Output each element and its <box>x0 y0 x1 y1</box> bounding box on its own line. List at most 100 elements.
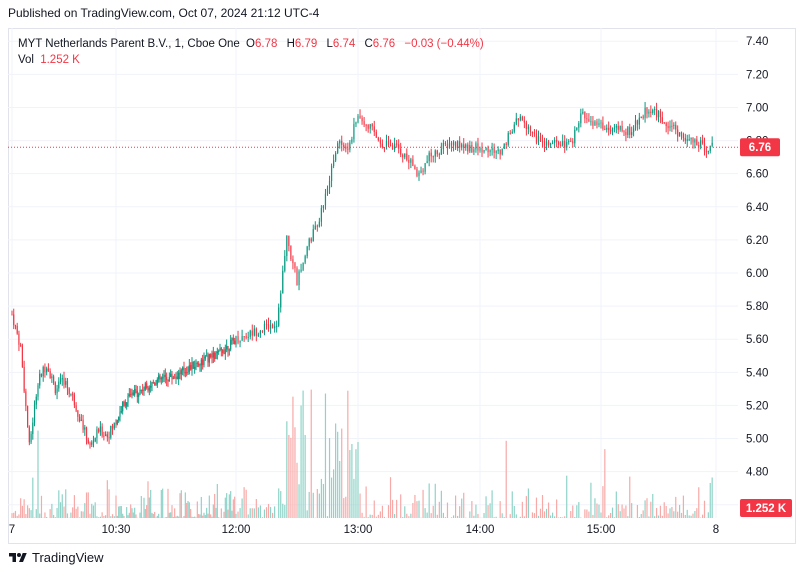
candle-body <box>151 382 153 386</box>
candle-body <box>509 133 511 135</box>
candle-body <box>40 373 43 377</box>
candle-body <box>202 359 204 366</box>
candle-body <box>359 115 361 118</box>
volume-bar <box>440 490 442 518</box>
candle-body <box>416 169 418 176</box>
price-tick-label: 5.00 <box>746 434 768 446</box>
candle-body <box>288 235 290 247</box>
candle-body <box>627 127 629 136</box>
candle-body <box>692 138 694 143</box>
volume-bar <box>450 517 453 518</box>
volume-bar <box>545 508 548 518</box>
candle-body <box>604 128 606 130</box>
volume-bar <box>519 516 521 518</box>
volume-bar <box>483 513 485 518</box>
volume-bar <box>436 514 438 518</box>
candle-body <box>485 147 487 150</box>
candle-body <box>21 345 23 367</box>
candle-body <box>426 161 428 164</box>
candle-body <box>700 140 702 147</box>
volume-bar <box>87 492 89 518</box>
volume-bar <box>167 488 169 518</box>
candle-body <box>634 120 637 129</box>
candle-body <box>326 188 329 194</box>
volume-bar <box>226 493 228 518</box>
volume-bar <box>166 517 168 518</box>
volume-bar <box>566 475 568 518</box>
volume-bar <box>200 496 202 518</box>
candle-body <box>170 373 172 377</box>
volume-bar <box>501 513 503 518</box>
volume-bar <box>389 477 392 518</box>
volume-bar <box>707 512 709 518</box>
candle-body <box>519 116 521 121</box>
candle-body <box>357 115 359 123</box>
price-tick-label: 7.00 <box>746 102 768 114</box>
candle-body <box>611 128 614 132</box>
volume-bar <box>503 517 505 518</box>
candle-body <box>400 148 402 155</box>
volume-bar <box>21 505 23 518</box>
candle-body <box>274 326 276 329</box>
candle-body <box>665 123 667 127</box>
volume-bar <box>684 514 686 518</box>
candle-body <box>210 354 212 357</box>
candle-body <box>385 141 388 148</box>
volume-bar <box>400 494 402 518</box>
volume-bar <box>211 516 213 518</box>
candle-body <box>261 330 264 332</box>
volume-bar <box>118 506 120 518</box>
volume-bar <box>418 500 420 518</box>
tradingview-logo[interactable]: TradingView <box>8 550 104 565</box>
candle-body <box>172 377 174 379</box>
volume-bar <box>198 514 200 518</box>
volume-bar <box>615 491 617 518</box>
candle-body <box>535 133 538 143</box>
volume-bar <box>432 505 434 518</box>
volume-bar <box>316 488 318 518</box>
volume-bar <box>631 503 633 518</box>
candle-body <box>667 126 669 129</box>
volume-bar <box>228 494 230 518</box>
candle-body <box>493 148 495 153</box>
time-tick-label: 13:00 <box>344 524 373 536</box>
volume-bar <box>543 511 546 518</box>
candle-body <box>465 144 467 148</box>
candle-body <box>175 376 177 379</box>
volume-bar <box>152 513 154 518</box>
volume-bar <box>625 505 627 518</box>
candle-body <box>444 143 447 145</box>
volume-bar <box>459 506 461 518</box>
volume-bar <box>99 516 101 518</box>
volume-bar <box>527 488 529 518</box>
candle-body <box>657 111 660 118</box>
candle-body <box>131 392 133 395</box>
volume-bar <box>606 517 608 518</box>
candle-body <box>118 417 120 421</box>
volume-bar <box>186 502 188 518</box>
volume-bar <box>690 515 692 518</box>
candle-body <box>159 375 161 380</box>
candle-body <box>588 119 590 122</box>
candle-body <box>497 149 499 152</box>
candle-body <box>267 324 270 329</box>
tradingview-logo-icon <box>9 552 27 562</box>
volume-bar <box>175 516 177 518</box>
candle-body <box>529 126 532 133</box>
volume-bar <box>16 515 18 518</box>
candle-body <box>68 388 70 394</box>
volume-bar <box>51 503 53 518</box>
candle-body <box>91 442 93 445</box>
symbol-label[interactable]: MYT Netherlands Parent B.V., 1, Cboe One <box>18 38 240 50</box>
candle-body <box>650 111 652 113</box>
candle-body <box>448 142 451 149</box>
volume-bar <box>286 421 288 518</box>
volume-bar <box>688 515 690 518</box>
candle-body <box>594 121 596 126</box>
candle-body <box>347 148 349 150</box>
volume-bar <box>231 510 233 518</box>
candle-body <box>25 391 27 407</box>
candle-body <box>194 366 196 369</box>
candle-body <box>265 324 268 326</box>
